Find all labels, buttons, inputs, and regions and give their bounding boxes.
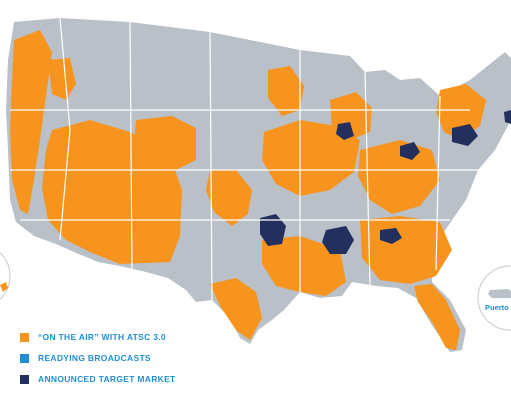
border-line xyxy=(435,95,441,271)
target-philadelphia xyxy=(452,124,478,146)
market-florida xyxy=(414,284,460,350)
market-midwest xyxy=(262,120,360,196)
legend-swatch-target xyxy=(20,374,29,384)
hawaii-inset-circle xyxy=(0,252,11,300)
market-northeast xyxy=(436,84,486,140)
legend-item-target: ANNOUNCED TARGET MARKET xyxy=(20,372,176,386)
market-plains xyxy=(206,170,252,226)
market-midsouth xyxy=(262,236,346,296)
market-ohio-valley xyxy=(358,140,440,214)
target-boston xyxy=(504,110,511,124)
legend-label-target: ANNOUNCED TARGET MARKET xyxy=(38,374,176,384)
target-cleveland xyxy=(400,142,420,160)
market-colorado xyxy=(134,116,196,170)
target-knoxville xyxy=(380,228,402,244)
market-texas xyxy=(210,278,262,340)
target-chicago xyxy=(336,122,354,140)
map-legend: “ON THE AIR” WITH ATSC 3.0 READYING BROA… xyxy=(20,330,176,393)
puerto-rico-island xyxy=(488,289,511,298)
target-markets xyxy=(260,110,511,254)
legend-label-on-air: “ON THE AIR” WITH ATSC 3.0 xyxy=(38,332,166,342)
puerto-rico-label: Puerto R xyxy=(485,303,511,312)
target-nashville xyxy=(322,226,354,254)
legend-swatch-readying xyxy=(20,353,29,363)
market-west-coast xyxy=(10,30,52,214)
market-mountain xyxy=(268,66,304,116)
legend-item-on-air: “ON THE AIR” WITH ATSC 3.0 xyxy=(20,330,176,344)
market-northwest xyxy=(48,58,76,100)
market-borders xyxy=(10,17,480,301)
legend-label-readying: READYING BROADCASTS xyxy=(38,353,151,363)
border-line xyxy=(59,17,71,241)
border-line xyxy=(364,71,371,287)
target-kansas-city xyxy=(260,214,286,246)
hawaii-island xyxy=(0,282,8,292)
legend-swatch-on-air xyxy=(20,332,29,342)
legend-item-readying: READYING BROADCASTS xyxy=(20,351,176,365)
border-line xyxy=(129,21,133,271)
border-line xyxy=(209,31,213,301)
